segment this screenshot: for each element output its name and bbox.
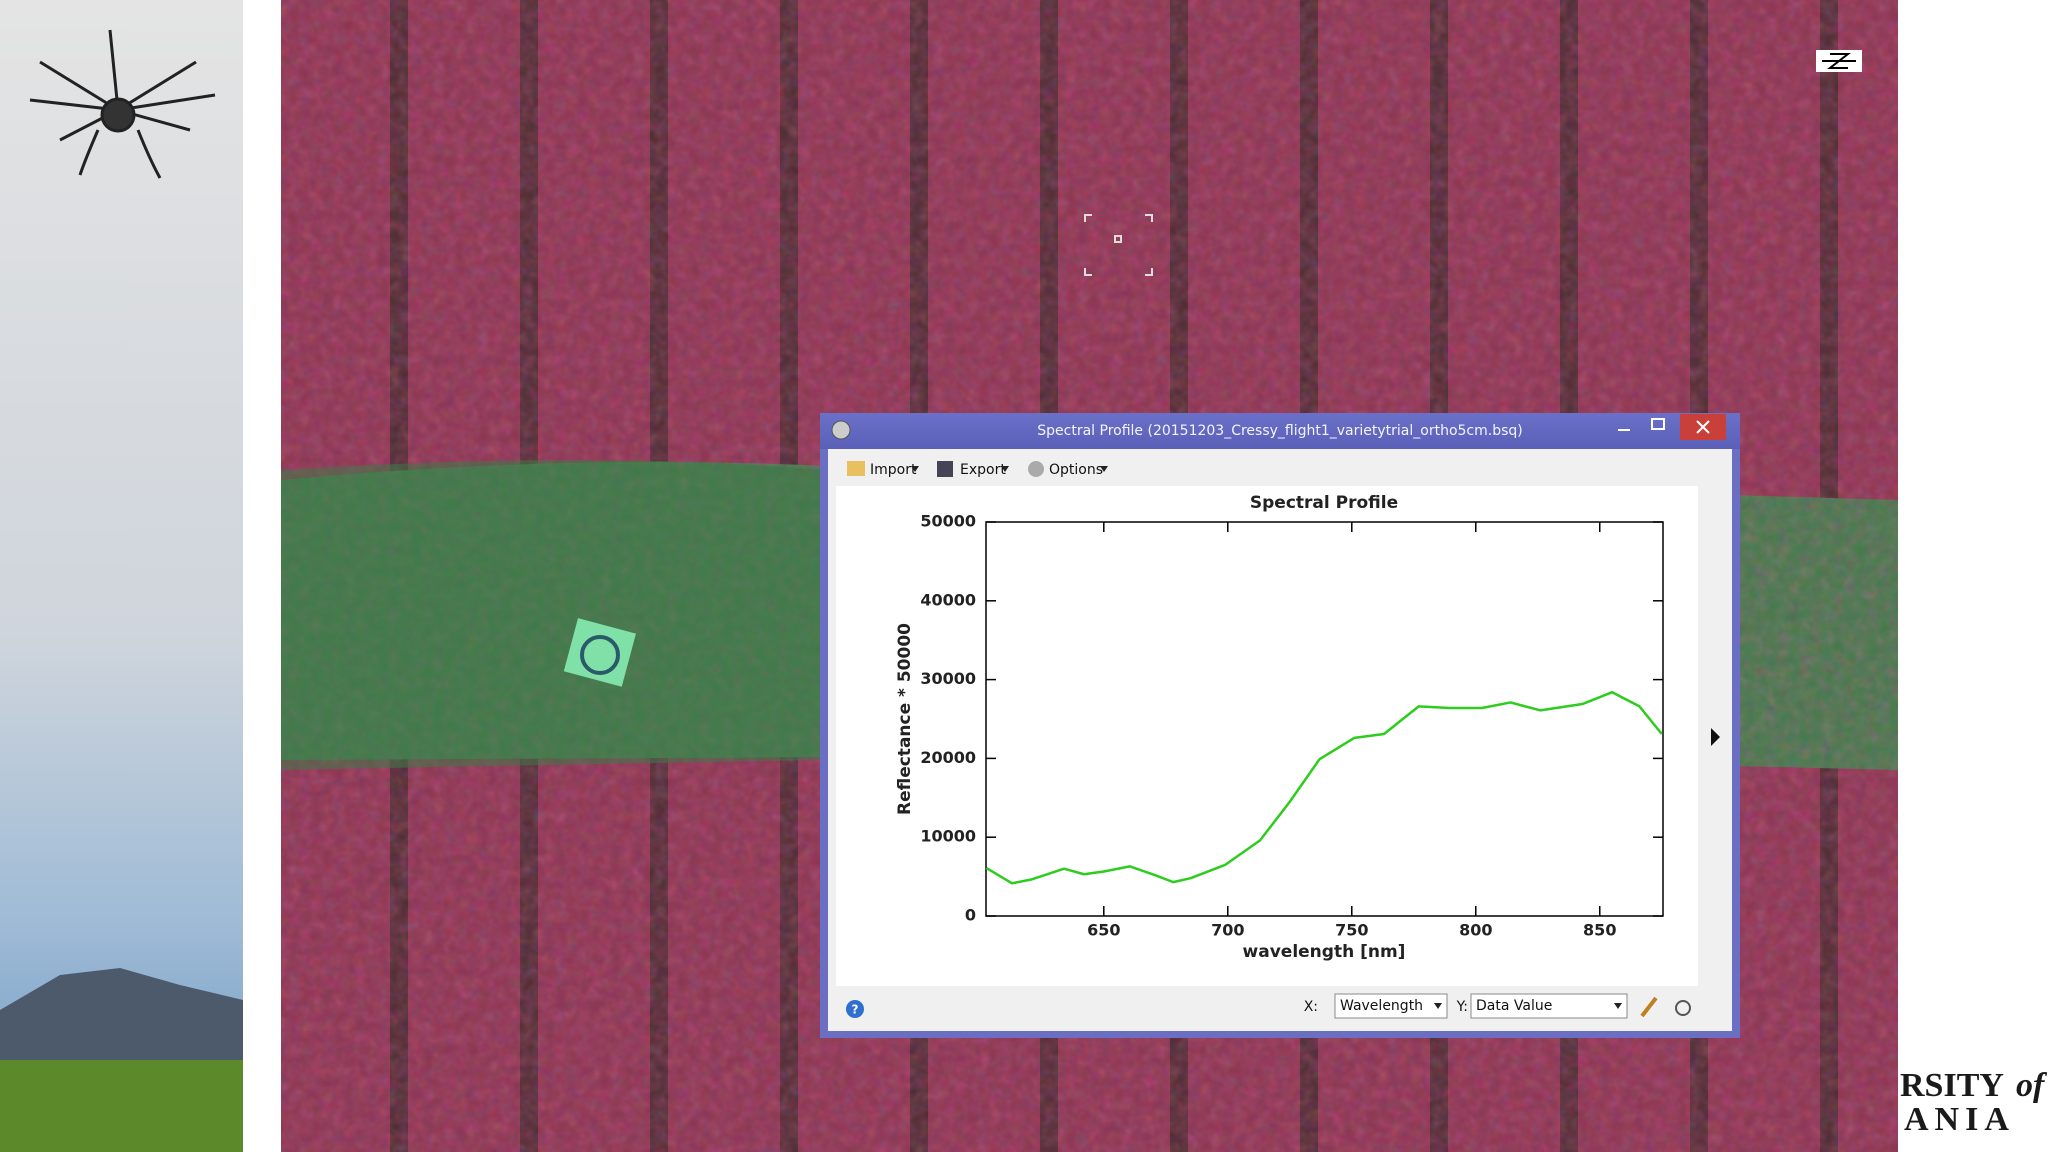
- y-axis-label: Reflectance * 50000: [895, 623, 915, 815]
- title-bar: [820, 413, 1740, 449]
- x-tick-label: 750: [1335, 921, 1368, 940]
- export-button[interactable]: Export: [960, 462, 1006, 478]
- mountain: [0, 968, 243, 1080]
- y-tick-label: 0: [965, 906, 976, 925]
- edit-button[interactable]: [1640, 996, 1658, 1018]
- y-tick-label: 40000: [920, 590, 976, 609]
- side-panel-toggle[interactable]: [1711, 728, 1720, 746]
- chart-title: Spectral Profile: [1250, 493, 1398, 513]
- import-icon: [847, 461, 865, 476]
- spectrum-line: [985, 690, 1663, 885]
- help-button[interactable]: [846, 1000, 864, 1018]
- y-tick-label: 20000: [920, 748, 976, 767]
- y-select-value: Data Value: [1476, 998, 1552, 1014]
- dropdown-arrow: [911, 466, 919, 472]
- window-title: Spectral Profile (20151203_Cressy_flight…: [1037, 423, 1523, 439]
- y-select[interactable]: [1470, 993, 1628, 1019]
- maximize-button[interactable]: [1651, 418, 1665, 430]
- dropdown-arrow: [1614, 1003, 1622, 1009]
- dropdown-arrow: [1001, 466, 1009, 472]
- x-select-value: Wavelength: [1340, 998, 1423, 1014]
- logo-text: of: [2016, 1067, 2048, 1104]
- import-button[interactable]: Import: [870, 462, 917, 478]
- y-select-label: Y:: [1456, 999, 1468, 1015]
- logo-text: ANIA: [1904, 1101, 2015, 1138]
- y-tick-label: 50000: [920, 512, 976, 531]
- y-tick-label: 10000: [920, 827, 976, 846]
- x-select-label: X:: [1304, 999, 1318, 1015]
- x-tick-label: 800: [1459, 921, 1492, 940]
- refresh-button[interactable]: [1675, 1000, 1691, 1016]
- dropdown-arrow: [1100, 466, 1108, 472]
- x-tick-label: 650: [1087, 921, 1120, 940]
- spectral-profile-window: Spectral Profile (20151203_Cressy_flight…: [820, 413, 1740, 1038]
- x-tick-label: 700: [1211, 921, 1244, 940]
- drone-icon: [29, 29, 216, 179]
- x-tick-label: 850: [1583, 921, 1616, 940]
- plot-panel: [836, 486, 1698, 986]
- dropdown-arrow: [1434, 1003, 1442, 1009]
- plot-frame: [985, 521, 1664, 917]
- logo-text: RSITY: [1900, 1067, 2004, 1104]
- close-icon: [1696, 420, 1710, 434]
- plot: 0 10000 20000 30000 40000 50000 650 700 750 800 85…: [920, 512, 1663, 940]
- grass: [0, 1060, 243, 1152]
- export-icon: [937, 461, 953, 477]
- y-tick-label: 30000: [920, 669, 976, 688]
- sky-photo: [0, 0, 243, 1152]
- help-icon: ?: [852, 1003, 859, 1017]
- app-icon: [831, 420, 851, 440]
- options-icon: [1028, 461, 1044, 477]
- options-button[interactable]: Options: [1049, 462, 1103, 478]
- x-axis-label: wavelength [nm]: [1243, 942, 1406, 962]
- x-select[interactable]: [1334, 993, 1448, 1019]
